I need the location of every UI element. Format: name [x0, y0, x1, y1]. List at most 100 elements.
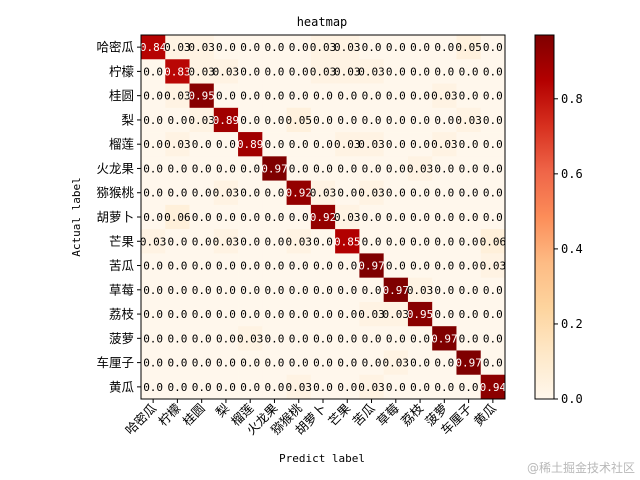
heatmap-cell: [213, 204, 239, 230]
cell-value-label: 0.0: [434, 187, 454, 200]
heatmap-cell: [238, 301, 263, 327]
heatmap-cell: [383, 180, 409, 206]
heatmap-cell: [141, 229, 166, 254]
watermark: @稀土掘金技术社区: [527, 460, 635, 475]
heatmap-cell: [141, 350, 166, 376]
heatmap-cell: [262, 301, 287, 327]
heatmap-cell: [456, 229, 482, 254]
cell-value-label: 0.0: [386, 162, 406, 175]
heatmap-cell: [286, 156, 312, 181]
heatmap-cell: [141, 83, 166, 109]
cell-value-label: 0.0: [240, 90, 260, 103]
cell-value-label: 0.0: [313, 308, 333, 321]
cell-value-label: 0.0: [313, 90, 333, 103]
cell-value-label: 0.0: [167, 260, 187, 273]
heatmap-cell: [286, 253, 312, 278]
heatmap-cell: [286, 374, 312, 400]
heatmap-cell: [383, 83, 409, 109]
heatmap-cell: [238, 83, 263, 109]
heatmap-cell: [456, 132, 482, 157]
cell-value-label: 0.0: [313, 260, 333, 273]
cell-value-label: 0.0: [167, 114, 187, 127]
cell-value-label: 0.0: [434, 211, 454, 224]
cell-value-label: 0.0: [459, 138, 479, 151]
heatmap-cell: [310, 326, 336, 351]
heatmap-cell: [238, 132, 263, 157]
cell-value-label: 0.0: [240, 260, 260, 273]
cell-value-label: 0.0: [386, 114, 406, 127]
heatmap-cell: [165, 107, 190, 133]
cell-value-label: 0.0: [483, 90, 503, 103]
cell-value-label: 0.0: [167, 357, 187, 370]
cell-value-label: 0.0: [192, 235, 212, 248]
heatmap-cell: [383, 59, 409, 84]
heatmap-cell: [286, 180, 312, 206]
heatmap-cell: [141, 301, 166, 327]
cell-value-label: 0.0: [459, 260, 479, 273]
heatmap-cell: [262, 277, 287, 303]
cell-value-label: 0.0: [216, 90, 236, 103]
cell-value-label: 0.0: [386, 90, 406, 103]
heatmap-cell: [407, 301, 433, 327]
heatmap-cell: [335, 83, 360, 109]
cell-value-label: 0.0: [434, 308, 454, 321]
cell-value-label: 0.05: [455, 41, 482, 54]
cell-value-label: 0.0: [459, 90, 479, 103]
heatmap-frame: [140, 34, 506, 400]
cell-value-label: 0.03: [285, 235, 312, 248]
heatmap-cell: [189, 277, 215, 303]
heatmap-cell: [407, 253, 433, 278]
cell-value-label: 0.03: [310, 41, 337, 54]
cell-value-label: 0.03: [237, 332, 264, 345]
heatmap-cell: [238, 326, 263, 351]
cell-value-label: 0.0: [216, 332, 236, 345]
heatmap-cell: [189, 326, 215, 351]
y-tick-label: 猕猴桃: [96, 185, 134, 200]
cell-value-label: 0.0: [289, 211, 309, 224]
heatmap-cell: [238, 35, 263, 60]
cell-value-label: 0.0: [459, 308, 479, 321]
cell-value-label: 0.0: [143, 114, 163, 127]
cell-value-label: 0.03: [285, 381, 312, 394]
heatmap-cell: [407, 180, 433, 206]
heatmap-cell: [335, 204, 360, 230]
cell-value-label: 0.0: [483, 41, 503, 54]
cell-value-label: 0.0: [265, 41, 285, 54]
cell-value-label: 0.0: [289, 65, 309, 78]
heatmap-cell: [213, 59, 239, 84]
heatmap-cell: [262, 132, 287, 157]
heatmap-cell: [310, 59, 336, 84]
cell-value-label: 0.0: [240, 187, 260, 200]
heatmap-cell: [165, 350, 190, 376]
heatmap-cell: [480, 83, 506, 109]
heatmap-cell: [238, 107, 263, 133]
cell-value-label: 0.0: [240, 235, 260, 248]
heatmap-cell: [456, 350, 482, 376]
cell-value-label: 0.0: [313, 162, 333, 175]
heatmap-cell: [383, 35, 409, 60]
heatmap-cell: [310, 35, 336, 60]
cell-value-label: 0.0: [362, 332, 382, 345]
cell-value-label: 0.03: [431, 138, 458, 151]
cell-value-label: 0.0: [216, 381, 236, 394]
cell-value-label: 0.0: [459, 332, 479, 345]
heatmap-cell: [407, 35, 433, 60]
heatmap-cell: [141, 35, 166, 60]
colorbar-tick-label: 0.0: [561, 392, 583, 406]
cell-value-label: 0.0: [362, 114, 382, 127]
cell-value-label: 0.0: [362, 211, 382, 224]
x-axis-label: Predict label: [279, 452, 365, 465]
cell-value-label: 0.03: [334, 211, 361, 224]
heatmap-cell: [286, 277, 312, 303]
heatmap-cell: [310, 301, 336, 327]
heatmap-cell: [456, 253, 482, 278]
cell-value-label: 0.0: [434, 381, 454, 394]
heatmap-cell: [432, 374, 457, 400]
cell-value-label: 0.0: [362, 90, 382, 103]
cell-value-label: 0.0: [483, 187, 503, 200]
heatmap-cell: [310, 132, 336, 157]
cell-value-label: 0.0: [143, 65, 163, 78]
cell-value-label: 0.0: [313, 357, 333, 370]
heatmap-cell: [141, 204, 166, 230]
cell-value-label: 0.0: [265, 381, 285, 394]
